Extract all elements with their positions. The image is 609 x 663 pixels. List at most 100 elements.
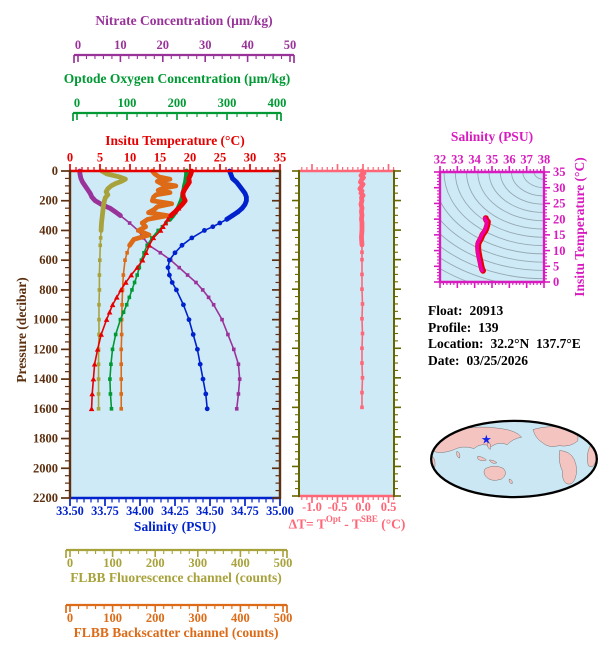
delta-t-label-suffix: (°C) — [377, 516, 406, 532]
data-point — [360, 405, 364, 410]
ts-plot-title: Salinity (PSU) — [450, 129, 534, 144]
data-point — [237, 377, 242, 381]
data-point — [91, 361, 98, 367]
world-map: ★ — [430, 419, 598, 499]
data-point — [160, 223, 166, 230]
data-point — [168, 212, 174, 218]
tick-label: 300 — [188, 611, 207, 625]
data-point — [96, 407, 101, 411]
data-point — [158, 250, 163, 255]
tick-label: 25 — [214, 151, 227, 165]
data-point — [165, 265, 171, 271]
data-point — [204, 406, 210, 412]
data-point — [97, 317, 101, 322]
tick-label: 30 — [199, 38, 212, 52]
data-point — [203, 391, 209, 397]
oxygen-axis-title: Optode Oxygen Concentration (µm/kg) — [63, 71, 291, 86]
data-point — [186, 317, 192, 323]
data-point — [108, 392, 113, 396]
nitrate-axis-title: Nitrate Concentration (µm/kg) — [95, 13, 273, 28]
tick-label: 400 — [268, 96, 287, 110]
data-point — [136, 228, 141, 233]
tick-label: 34 — [468, 153, 481, 167]
data-point — [179, 242, 185, 248]
map-land-sea-islands-2 — [488, 459, 498, 464]
data-point — [224, 216, 230, 222]
ts-right-axis-title: Insitu Temperature (°C) — [572, 157, 587, 297]
data-point — [360, 243, 364, 247]
tick-label: 200 — [168, 96, 187, 110]
data-point — [150, 235, 157, 241]
data-point — [119, 332, 124, 337]
tick-label: 35.00 — [266, 504, 294, 518]
delta-t-label-sup-opt: Opt — [325, 514, 341, 524]
tick-label: -0.5 — [328, 500, 348, 514]
map-land-australia — [483, 465, 506, 481]
data-point — [124, 302, 129, 307]
data-point — [360, 331, 365, 336]
insitu-temperature-profile-curve — [88, 168, 195, 412]
data-point — [128, 272, 134, 278]
data-point — [185, 273, 190, 277]
tick-label: 2000 — [33, 461, 58, 475]
data-point — [140, 221, 145, 225]
data-point — [123, 279, 129, 285]
tick-label: 50 — [284, 38, 297, 52]
data-point — [97, 302, 101, 307]
tick-label: 30 — [244, 151, 257, 165]
tick-label: 25 — [553, 197, 566, 211]
data-point — [211, 302, 216, 307]
tick-label: 400 — [39, 223, 58, 237]
data-point — [165, 213, 170, 218]
data-point — [147, 233, 151, 237]
tick-label: 15 — [154, 151, 167, 165]
metadata-float: Float: 20913 — [428, 303, 581, 320]
tick-label: 33.75 — [91, 504, 119, 518]
ts-plot-area — [440, 172, 544, 282]
metadata-location-value: 32.2°N 137.7°E — [490, 336, 581, 351]
tick-label: -1.0 — [302, 500, 322, 514]
data-point — [97, 273, 102, 277]
data-point — [157, 227, 164, 233]
data-point — [360, 257, 364, 262]
float-metadata: Float: 20913 Profile: 139 Location: 32.2°N … — [428, 303, 581, 369]
data-point — [360, 361, 364, 365]
tick-label: 1600 — [33, 402, 58, 416]
data-point — [360, 376, 365, 380]
data-point — [202, 228, 207, 233]
data-point — [360, 390, 364, 395]
delta-t-label-mid: - T — [340, 516, 361, 532]
data-point — [119, 347, 124, 352]
tick-label: 20 — [157, 38, 170, 52]
data-point — [232, 347, 236, 352]
data-point — [103, 316, 110, 322]
data-point — [132, 237, 136, 242]
tick-label: 37 — [520, 153, 533, 167]
data-point — [98, 258, 102, 262]
metadata-profile-value: 139 — [478, 319, 499, 335]
data-point — [152, 207, 156, 212]
ts-curve — [475, 216, 489, 273]
data-point — [132, 280, 137, 285]
data-point — [165, 216, 171, 222]
data-point — [217, 220, 223, 226]
metadata-date-label: Date: — [428, 352, 460, 368]
metadata-float-label: Float: — [428, 303, 463, 318]
tick-label: 200 — [146, 556, 165, 570]
data-point — [200, 376, 206, 382]
data-point — [143, 249, 149, 256]
data-point — [360, 220, 364, 225]
metadata-profile: Profile: 139 — [428, 320, 581, 337]
data-point — [177, 265, 181, 270]
metadata-date: Date: 03/25/2026 — [428, 353, 581, 370]
tick-label: 100 — [118, 96, 137, 110]
float-location-star-icon: ★ — [481, 435, 491, 446]
data-point — [194, 280, 198, 285]
data-point — [90, 376, 97, 382]
tick-label: 400 — [231, 611, 250, 625]
data-point — [360, 250, 364, 255]
data-point — [169, 280, 175, 285]
data-point — [97, 332, 101, 337]
data-point — [98, 236, 103, 240]
